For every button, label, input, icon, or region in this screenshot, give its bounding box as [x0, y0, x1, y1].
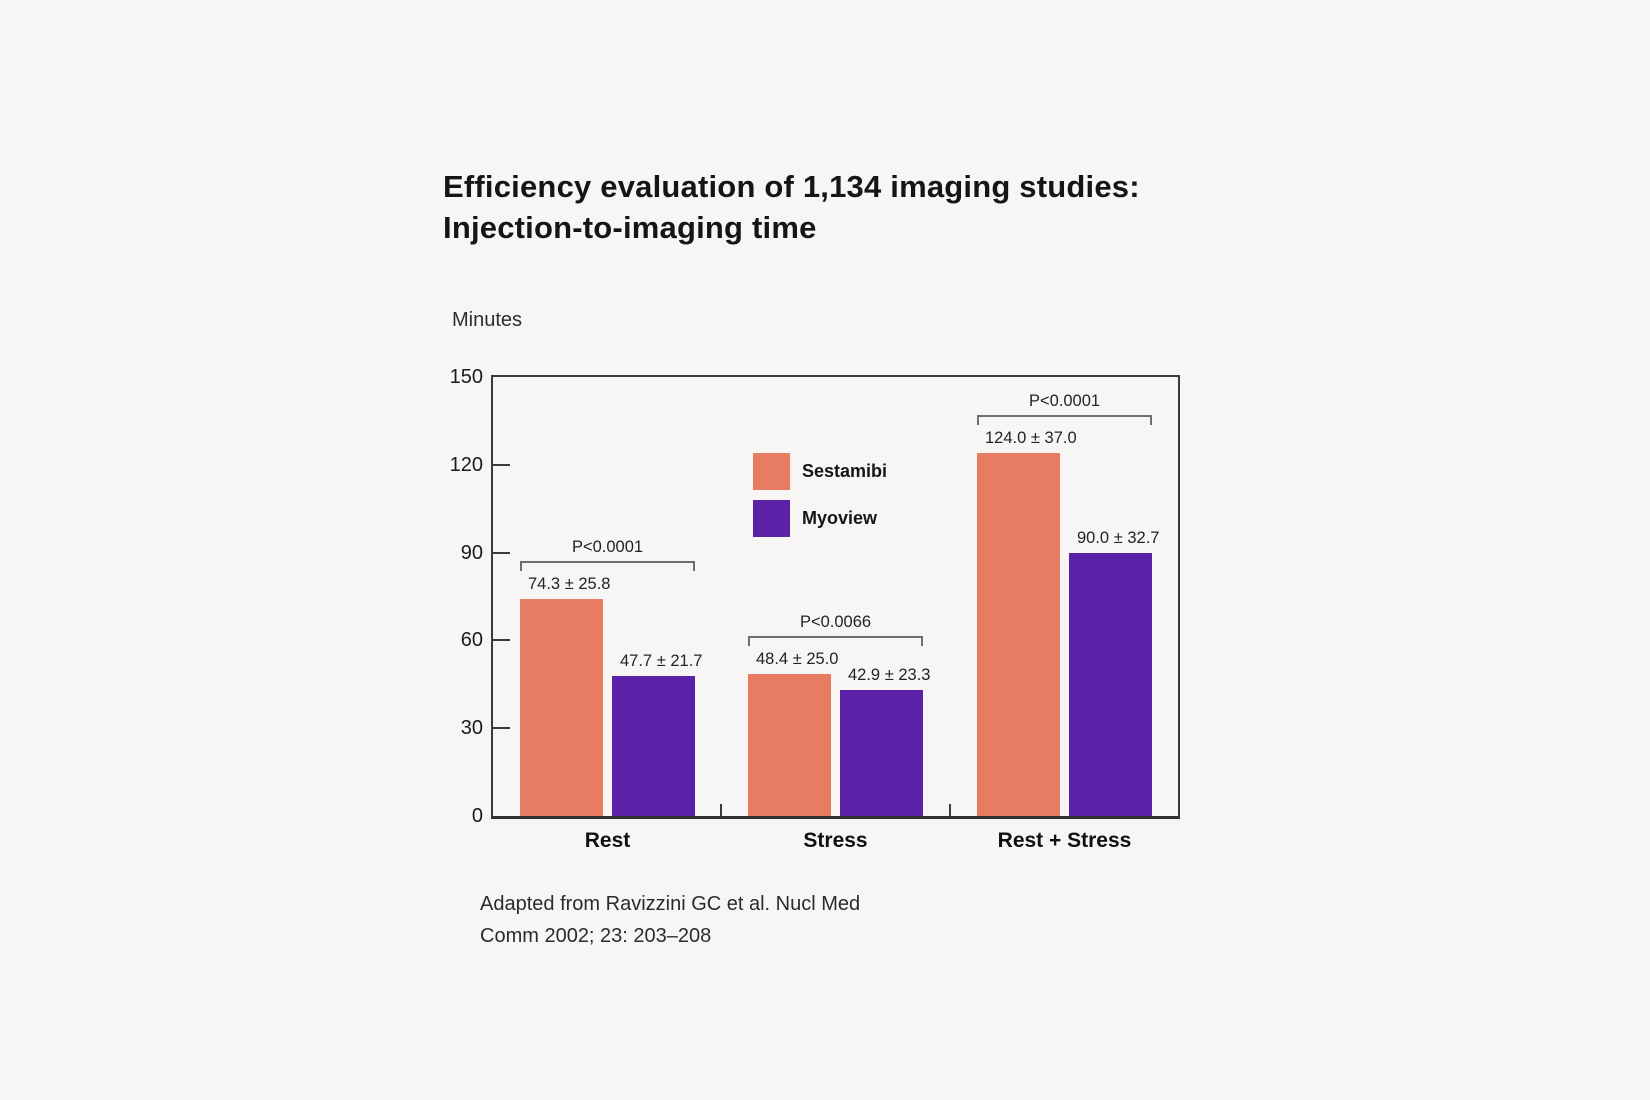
category-separator-2 — [948, 804, 951, 816]
y-tick-label-90: 90 — [460, 541, 483, 564]
category-label-rest: Rest — [584, 829, 631, 852]
value-label-myoview-rest: 47.7 ± 21.7 — [620, 652, 703, 671]
y-tick-mark-60 — [493, 639, 510, 642]
y-tick-mark-120 — [493, 463, 510, 466]
category-label-stress: Stress — [803, 829, 868, 852]
bar-myoview-rest-stress — [1069, 552, 1152, 816]
chart-title: Efficiency evaluation of 1,134 imaging s… — [443, 166, 1203, 248]
bar-myoview-rest — [612, 676, 695, 816]
legend-label-sestamibi: Sestamibi — [802, 461, 888, 481]
legend: Sestamibi Myoview — [753, 453, 887, 547]
legend-item-sestamibi: Sestamibi — [753, 453, 887, 490]
source-citation-line-1: Adapted from Ravizzini GC et al. Nucl Me… — [480, 893, 861, 915]
bar-myoview-stress — [840, 690, 923, 816]
y-axis-title: Minutes — [452, 309, 523, 331]
significance-bracket-rest — [520, 560, 695, 571]
source-citation-line-2: Comm 2002; 23: 203–208 — [480, 925, 712, 947]
sestamibi-color-swatch — [753, 453, 790, 490]
bar-sestamibi-stress — [748, 674, 831, 816]
value-label-sestamibi-rest-stress: 124.0 ± 37.0 — [985, 429, 1077, 448]
y-tick-mark-30 — [493, 727, 510, 730]
myoview-color-swatch — [753, 500, 790, 537]
p-value-label-rest: P<0.0001 — [571, 537, 644, 556]
chart-title-line-2: Injection-to-imaging time — [443, 210, 817, 245]
y-tick-label-150: 150 — [449, 366, 483, 388]
category-separator-1 — [720, 804, 723, 816]
bar-sestamibi-rest-stress — [977, 453, 1060, 816]
value-label-sestamibi-stress: 48.4 ± 25.0 — [756, 650, 839, 669]
y-tick-label-120: 120 — [449, 453, 483, 476]
value-label-myoview-stress: 42.9 ± 23.3 — [848, 666, 931, 685]
significance-bracket-stress — [748, 636, 923, 647]
value-label-sestamibi-rest: 74.3 ± 25.8 — [528, 574, 611, 593]
legend-item-myoview: Myoview — [753, 500, 887, 537]
legend-label-myoview: Myoview — [802, 508, 878, 528]
y-tick-label-30: 30 — [460, 717, 483, 740]
plot-area: 0 30 60 90 120 150 74.3 ± 25.8 47.7 ± 21.7 Rest P… — [450, 366, 1180, 852]
source-citation: Adapted from Ravizzini GC et al. Nucl Me… — [480, 888, 860, 952]
significance-bracket-rest-stress — [977, 415, 1152, 426]
p-value-label-stress: P<0.0066 — [799, 613, 872, 632]
category-label-rest-stress: Rest + Stress — [997, 829, 1132, 852]
y-tick-mark-90 — [493, 551, 510, 554]
chart-title-line-1: Efficiency evaluation of 1,134 imaging s… — [443, 169, 1140, 204]
p-value-label-rest-stress: P<0.0001 — [1028, 392, 1101, 411]
y-tick-label-60: 60 — [460, 629, 483, 652]
value-label-myoview-rest-stress: 90.0 ± 32.7 — [1077, 528, 1160, 547]
y-tick-label-0: 0 — [471, 805, 483, 827]
bar-sestamibi-rest — [520, 598, 603, 816]
